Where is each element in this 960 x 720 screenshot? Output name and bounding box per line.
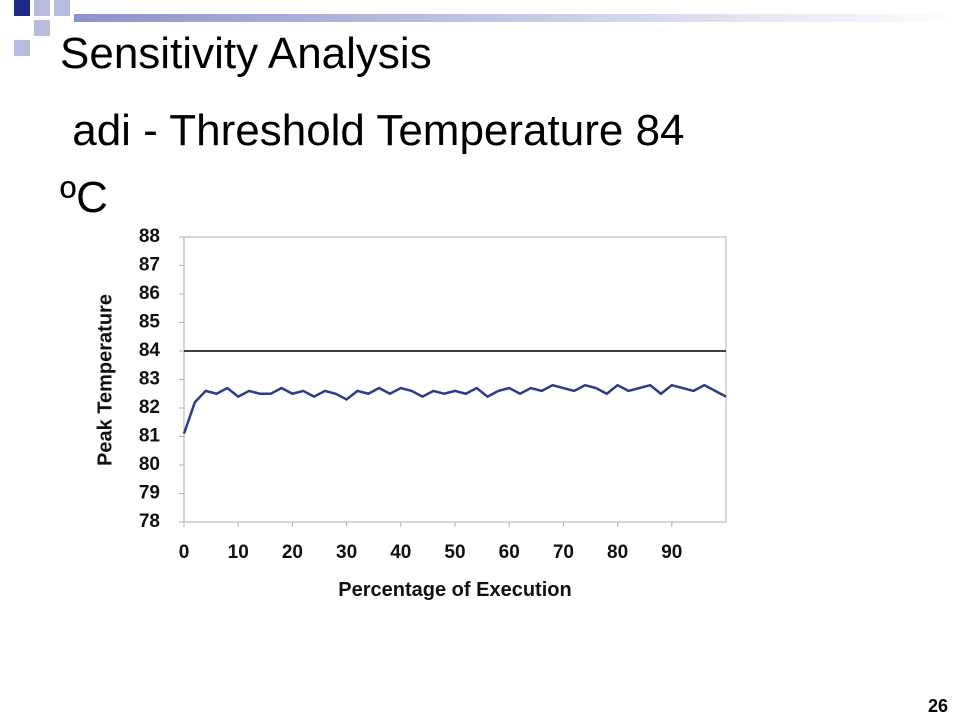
x-tick-label: 70	[553, 542, 574, 563]
x-tick-label: 30	[336, 542, 357, 563]
x-tick-label: 60	[499, 542, 520, 563]
decoration	[14, 0, 70, 56]
y-tick-label: 78	[139, 511, 160, 532]
header-bar	[74, 14, 960, 22]
x-tick-label: 0	[179, 542, 190, 563]
y-tick-label: 88	[139, 226, 160, 247]
page-number: 26	[928, 696, 948, 716]
title-line: ºC	[60, 173, 108, 222]
x-tick-label: 20	[282, 542, 303, 563]
x-tick-label: 10	[228, 542, 249, 563]
x-tick-label: 80	[607, 542, 628, 563]
y-tick-label: 79	[139, 483, 160, 504]
data-line	[182, 383, 727, 435]
y-tick-label: 84	[139, 340, 161, 361]
x-axis-label: Percentage of Execution	[338, 579, 571, 601]
y-tick-label: 85	[139, 312, 161, 333]
x-tick-label: 50	[444, 542, 465, 563]
y-tick-label: 80	[139, 454, 160, 475]
y-axis-label: Peak Temperature	[94, 294, 116, 466]
y-tick-label: 83	[139, 369, 160, 390]
y-tick-label: 87	[139, 255, 160, 276]
y-tick-label: 81	[139, 426, 161, 447]
y-tick-label: 86	[139, 283, 160, 304]
x-tick-label: 90	[661, 542, 682, 563]
plot-frame	[183, 236, 727, 523]
title-line: Sensitivity Analysis	[60, 29, 432, 78]
x-tick-label: 40	[390, 542, 411, 563]
y-tick-label: 82	[139, 397, 160, 418]
title-line: adi - Threshold Temperature 84	[60, 106, 685, 155]
